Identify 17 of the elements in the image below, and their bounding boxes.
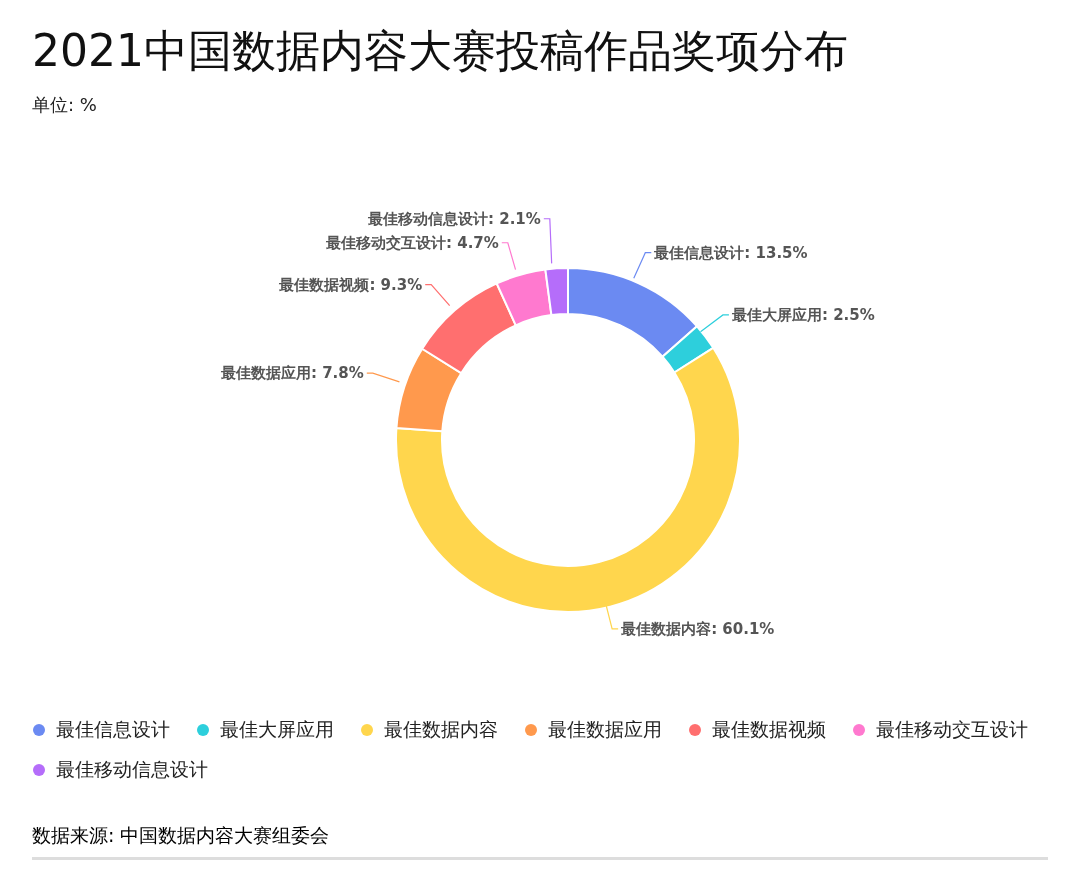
data-label: 最佳移动交互设计: 4.7% [324, 234, 499, 253]
data-label: 最佳信息设计: 13.5% [653, 243, 808, 262]
legend-label: 最佳数据内容 [383, 717, 498, 742]
legend-label: 最佳数据应用 [547, 717, 662, 742]
legend-label: 最佳数据视频 [711, 717, 826, 742]
legend-label: 最佳大屏应用 [219, 717, 334, 742]
data-label: 最佳数据应用: 7.8% [219, 364, 364, 383]
legend-label: 最佳移动信息设计 [55, 757, 208, 782]
chart-title: 2021中国数据内容大赛投稿作品奖项分布 [31, 24, 849, 78]
data-label: 最佳数据内容: 60.1% [620, 620, 775, 639]
source-note: 数据来源: 中国数据内容大赛组委会 [32, 783, 1048, 860]
legend-label: 最佳移动交互设计 [875, 717, 1028, 742]
data-label: 最佳大屏应用: 2.5% [730, 306, 875, 325]
chart-subtitle: 单位: % [31, 93, 98, 117]
data-label: 最佳数据视频: 9.3% [278, 275, 423, 294]
legend-label: 最佳信息设计 [55, 717, 170, 742]
data-label: 最佳移动信息设计: 2.1% [366, 210, 541, 229]
